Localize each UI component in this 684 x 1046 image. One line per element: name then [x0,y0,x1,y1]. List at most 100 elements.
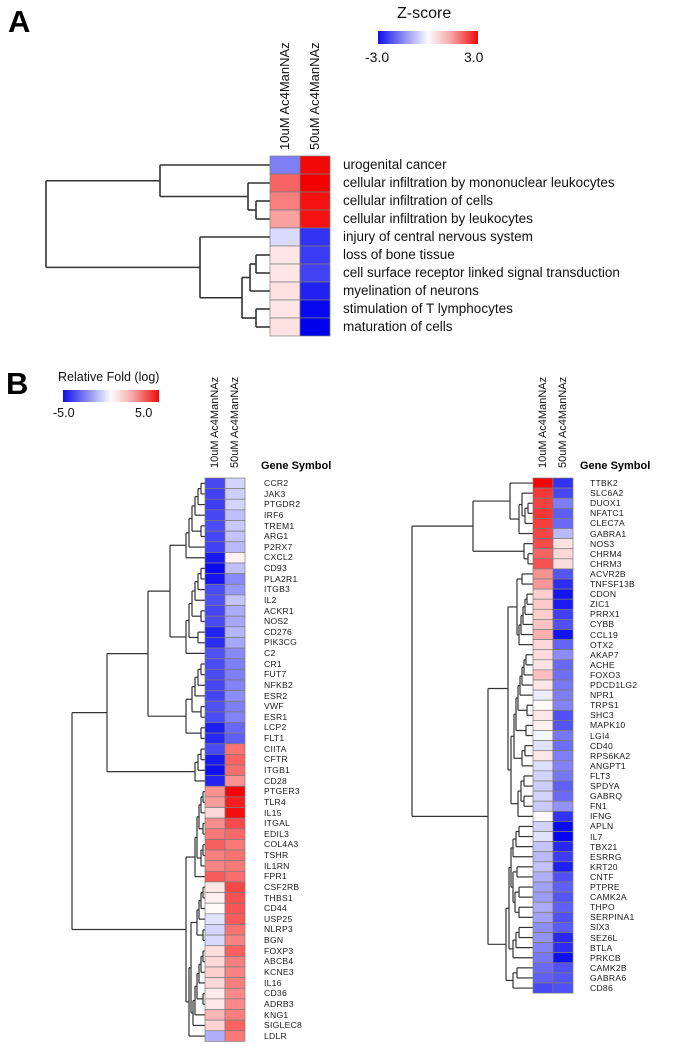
heatmap-cell [532,891,554,903]
gene-label: NOS2 [264,616,289,627]
heatmap-cell [552,770,574,782]
heatmap-cell [552,477,574,489]
heatmap-cell [224,615,246,628]
heatmap-cell [532,770,554,782]
gene-label: SIX3 [590,922,610,933]
heatmap-cell [552,548,574,560]
heatmap-cell [224,849,246,862]
heatmap-cell [532,497,554,509]
heatmap-cell [532,760,554,772]
heatmap-cell [269,299,301,319]
heatmap-cell [532,881,554,893]
gene-label: ADRB3 [264,998,294,1009]
heatmap-cell [204,775,226,787]
heatmap-cell [299,227,331,247]
heatmap-cell [552,750,574,762]
gene-label: ARG1 [264,531,289,542]
zscore-legend-title: Z-score [397,5,452,22]
gene-label: EDIL3 [264,828,290,839]
heatmap-cell [224,828,246,840]
gene-label: SEZ6L [590,932,618,943]
heatmap-cell [224,902,246,915]
gene-label: TRPS1 [590,700,619,711]
heatmap-cell [552,871,574,883]
process-label: injury of central nervous system [343,229,533,244]
gene-label: ESRRG [590,851,622,862]
gene-label: PTGDR2 [264,499,301,510]
gene-label: C2 [264,648,276,659]
gene-label: TREM1 [264,520,295,531]
gene-label: BTLA [590,942,613,953]
heatmap-cell [224,605,246,617]
heatmap-cell [204,945,226,957]
heatmap-cell [204,647,226,660]
gene-label: TBX21 [590,841,618,852]
gene-label: KRT20 [590,861,618,872]
panel-b-left-dendrogram [71,482,205,1037]
heatmap-cell [204,881,226,893]
heatmap-cell [204,637,226,649]
heatmap-cell [532,649,554,661]
gene-symbol-header-right: Gene Symbol [580,460,651,472]
heatmap-cell [204,488,226,500]
heatmap-cell [224,583,246,596]
heatmap-cell [224,807,246,819]
heatmap-cell [552,629,574,640]
heatmap-cell [224,860,246,872]
process-label: urogenital cancer [343,157,447,172]
heatmap-cell [224,913,246,925]
gene-label: CD36 [264,988,287,999]
heatmap-cell [224,732,246,745]
heatmap-cell [532,507,554,519]
heatmap-cell [224,552,246,564]
heatmap-cell [204,594,226,606]
process-label: maturation of cells [343,319,453,334]
gene-label: LGI4 [590,730,610,741]
relative-fold-legend-gradient [63,390,159,402]
heatmap-cell [224,626,246,638]
gene-label: ITGB1 [264,765,291,775]
heatmap-cell [224,530,246,543]
heatmap-cell [224,594,246,606]
gene-label: CAMK2B [590,962,627,973]
heatmap-cell [204,828,226,840]
heatmap-cell [552,821,574,832]
heatmap-cell [269,317,301,337]
heatmap-cell [299,281,331,301]
gene-label: CD28 [264,775,287,786]
heatmap-cell [532,932,554,943]
gene-label: NFATC1 [590,508,624,519]
heatmap-cell [224,775,246,787]
heatmap-cell [532,800,554,812]
heatmap-cell [224,690,246,702]
gene-label: IRF6 [264,509,284,520]
gene-label: FUT7 [264,669,287,680]
relative-fold-legend-min: -5.0 [53,406,75,420]
gene-label: DUOX1 [590,498,621,509]
heatmap-cell [552,922,574,933]
heatmap-cell [224,711,246,723]
heatmap-cell [204,573,226,585]
heatmap-cell [204,690,226,702]
gene-label: CDON [590,589,617,600]
gene-label: BGN [264,935,284,946]
gene-label: ACHE [590,659,615,670]
heatmap-cell [224,647,246,660]
heatmap-cell [204,987,226,1000]
gene-label: PRRX1 [590,609,620,620]
gene-label: CD40 [590,740,613,751]
relative-fold-legend-max: 5.0 [135,406,153,420]
heatmap-cell [552,720,574,731]
gene-label: TLR4 [264,796,287,807]
gene-label: OTX2 [590,639,614,650]
heatmap-cell [204,530,226,543]
gene-label: SHC3 [590,710,614,721]
gene-label: FLT1 [264,733,285,744]
gene-label: PRKCB [590,952,621,963]
heatmap-cell [532,942,554,954]
heatmap-cell [204,509,226,521]
heatmap-cell [532,709,554,721]
panel-b-letter: B [6,366,29,401]
gene-label: CAMK2A [590,892,627,903]
heatmap-cell [269,281,301,301]
